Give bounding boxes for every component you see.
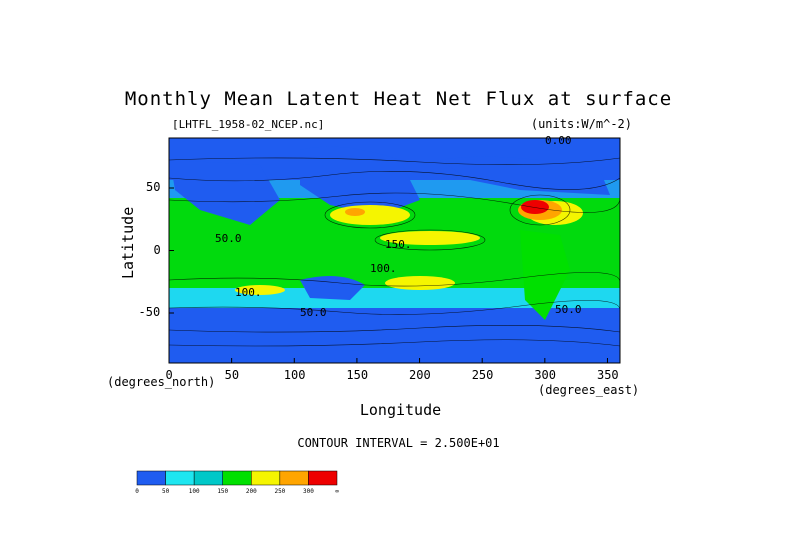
colorbar-label: 200 [245, 488, 257, 495]
contour-interval: CONTOUR INTERVAL = 2.500E+01 [297, 436, 500, 450]
x-tick-label: 100 [283, 368, 306, 382]
x-axis-ticks [168, 358, 608, 363]
contour-label: 100. [370, 262, 397, 275]
colorbar-label: ∞ [335, 488, 339, 495]
colorbar [136, 470, 338, 486]
colorbar-segment [308, 470, 338, 486]
x-tick-label: 350 [596, 368, 619, 382]
colorbar-segment [136, 470, 166, 486]
x-axis-label: Longitude [359, 401, 442, 419]
contour-label: 50.0 [300, 306, 327, 319]
colorbar-label: 250 [274, 488, 286, 495]
x-tick-label: 0 [165, 368, 173, 382]
y-axis-label: Latitude [119, 206, 137, 279]
colorbar-segment [165, 470, 195, 486]
x-tick-label: 250 [471, 368, 494, 382]
colorbar-label: 50 [161, 488, 170, 495]
chart-title: Monthly Mean Latent Heat Net Flux at sur… [124, 88, 673, 110]
x-tick-label: 150 [346, 368, 369, 382]
y-tick-label: 50 [146, 180, 161, 194]
y-axis-ticks [169, 187, 174, 314]
y-tick-label: -50 [138, 305, 161, 319]
colorbar-label: 150 [217, 488, 229, 495]
x-tick-label: 50 [224, 368, 240, 382]
x-tick-label: 300 [534, 368, 557, 382]
colorbar-label: 300 [303, 488, 314, 495]
y-tick-label: 0 [153, 242, 161, 257]
x-tick-label: 200 [409, 368, 431, 382]
heatmap-map: 0.00 50.0 100. 150. 50.0 100. 50.0 [168, 134, 621, 364]
units-label: (units:W/m^-2) [530, 117, 632, 131]
contour-label: 50.0 [215, 232, 242, 245]
colorbar-segment [251, 470, 281, 486]
colorbar-label: 0 [135, 488, 139, 495]
colorbar-segment [279, 470, 309, 486]
x-axis-unit: (degrees_east) [538, 383, 640, 397]
contour-label: 100. [235, 286, 262, 299]
colorbar-label: 100 [188, 488, 200, 495]
contour-label: 150. [385, 238, 412, 251]
y-axis-unit: (degrees_north) [107, 375, 216, 389]
contour-label: 50.0 [555, 303, 582, 316]
colorbar-segment [222, 470, 252, 486]
contour-label: 0.00 [545, 134, 572, 147]
dataset-filename: [LHTFL_1958-02_NCEP.nc] [172, 118, 325, 131]
colorbar-segment [193, 470, 223, 486]
